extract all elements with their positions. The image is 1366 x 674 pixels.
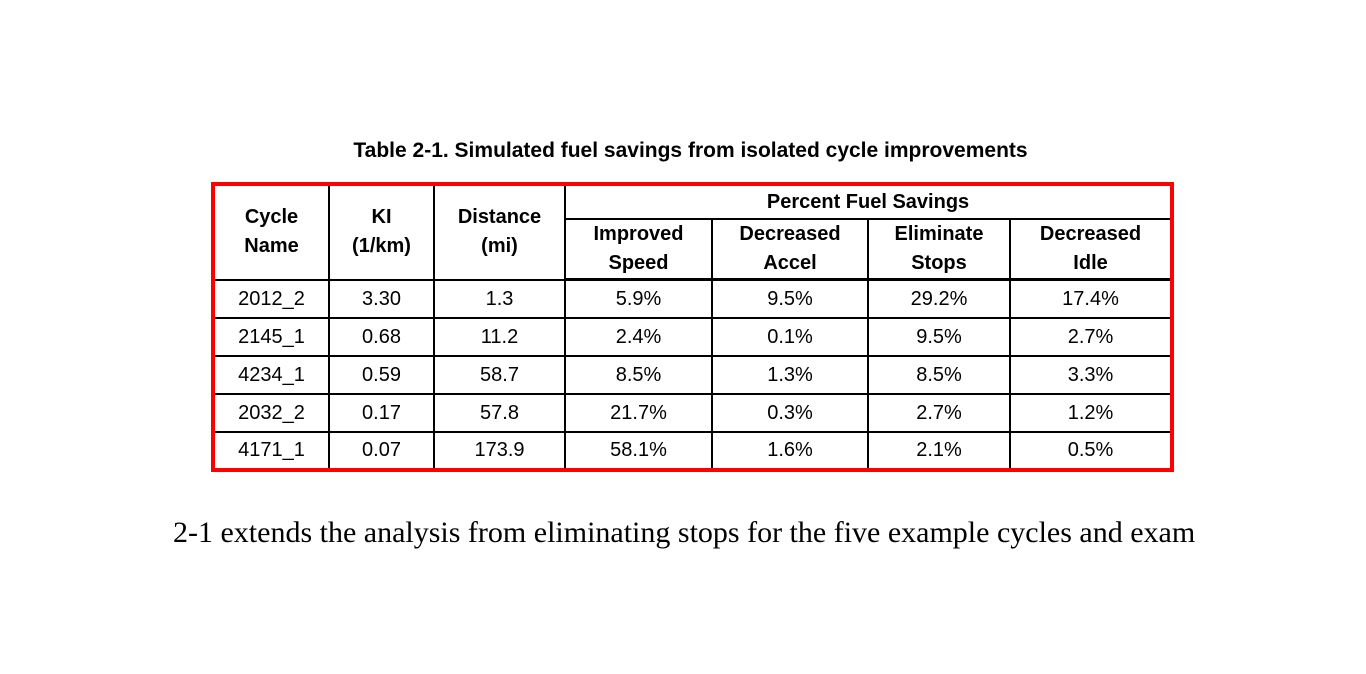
table-row: 2145_1 0.68 11.2 2.4% 0.1% 9.5% 2.7% (212, 316, 1174, 357)
col-header-decreased-accel: Decreased Accel (711, 218, 869, 281)
cell-ki: 0.07 (328, 430, 435, 471)
cell-cycle-name: 2145_1 (212, 316, 330, 357)
cell-cycle-name: 4171_1 (212, 430, 330, 471)
cell-cycle-name: 2032_2 (212, 392, 330, 433)
cell-decreased-idle: 3.3% (1008, 354, 1174, 395)
cell-cycle-name: 2012_2 (212, 278, 330, 319)
cell-improved-speed: 8.5% (564, 354, 713, 395)
cell-cycle-name: 4234_1 (212, 354, 330, 395)
cell-distance: 173.9 (433, 430, 566, 471)
col-header-cycle-name: Cycle Name (212, 183, 330, 281)
col-header-improved-speed: Improved Speed (564, 218, 713, 281)
cell-decreased-accel: 9.5% (711, 278, 869, 319)
cell-distance: 57.8 (433, 392, 566, 433)
cell-decreased-idle: 2.7% (1008, 316, 1174, 357)
cell-distance: 11.2 (433, 316, 566, 357)
cell-eliminate-stops: 2.7% (867, 392, 1011, 433)
table-row: 2012_2 3.30 1.3 5.9% 9.5% 29.2% 17.4% (212, 278, 1174, 319)
cell-eliminate-stops: 8.5% (867, 354, 1011, 395)
cell-eliminate-stops: 9.5% (867, 316, 1011, 357)
col-header-ki: KI (1/km) (328, 183, 435, 281)
cell-improved-speed: 58.1% (564, 430, 713, 471)
cell-improved-speed: 5.9% (564, 278, 713, 319)
cell-distance: 1.3 (433, 278, 566, 319)
cell-decreased-idle: 0.5% (1008, 430, 1174, 471)
cell-decreased-idle: 17.4% (1008, 278, 1174, 319)
cell-ki: 0.59 (328, 354, 435, 395)
fuel-savings-table: Cycle Name KI (1/km) Distance (mi) Perce… (211, 182, 1175, 472)
table-row: 4171_1 0.07 173.9 58.1% 1.6% 2.1% 0.5% (212, 430, 1174, 471)
col-header-distance: Distance (mi) (433, 183, 566, 281)
cell-decreased-accel: 0.1% (711, 316, 869, 357)
cell-eliminate-stops: 2.1% (867, 430, 1011, 471)
cell-eliminate-stops: 29.2% (867, 278, 1011, 319)
col-group-header-percent-fuel-savings: Percent Fuel Savings (563, 183, 1174, 220)
cell-improved-speed: 21.7% (564, 392, 713, 433)
cell-distance: 58.7 (433, 354, 566, 395)
cell-decreased-idle: 1.2% (1008, 392, 1174, 433)
cell-decreased-accel: 1.6% (711, 430, 869, 471)
table-row: 2032_2 0.17 57.8 21.7% 0.3% 2.7% 1.2% (212, 392, 1174, 433)
cell-decreased-accel: 1.3% (711, 354, 869, 395)
table-row: 4234_1 0.59 58.7 8.5% 1.3% 8.5% 3.3% (212, 354, 1174, 395)
col-header-eliminate-stops: Eliminate Stops (867, 218, 1011, 281)
cell-ki: 3.30 (328, 278, 435, 319)
table-header-row-top: Cycle Name KI (1/km) Distance (mi) Perce… (212, 183, 1174, 281)
cell-ki: 0.68 (328, 316, 435, 357)
table-header-row-sub: Improved Speed Decreased Accel Eliminate… (213, 218, 1174, 281)
body-text: 2-1 extends the analysis from eliminatin… (173, 516, 1196, 549)
cell-decreased-accel: 0.3% (711, 392, 869, 433)
table-title: Table 2-1. Simulated fuel savings from i… (353, 139, 1028, 162)
cell-improved-speed: 2.4% (564, 316, 713, 357)
cell-ki: 0.17 (328, 392, 435, 433)
col-header-decreased-idle: Decreased Idle (1008, 218, 1174, 281)
